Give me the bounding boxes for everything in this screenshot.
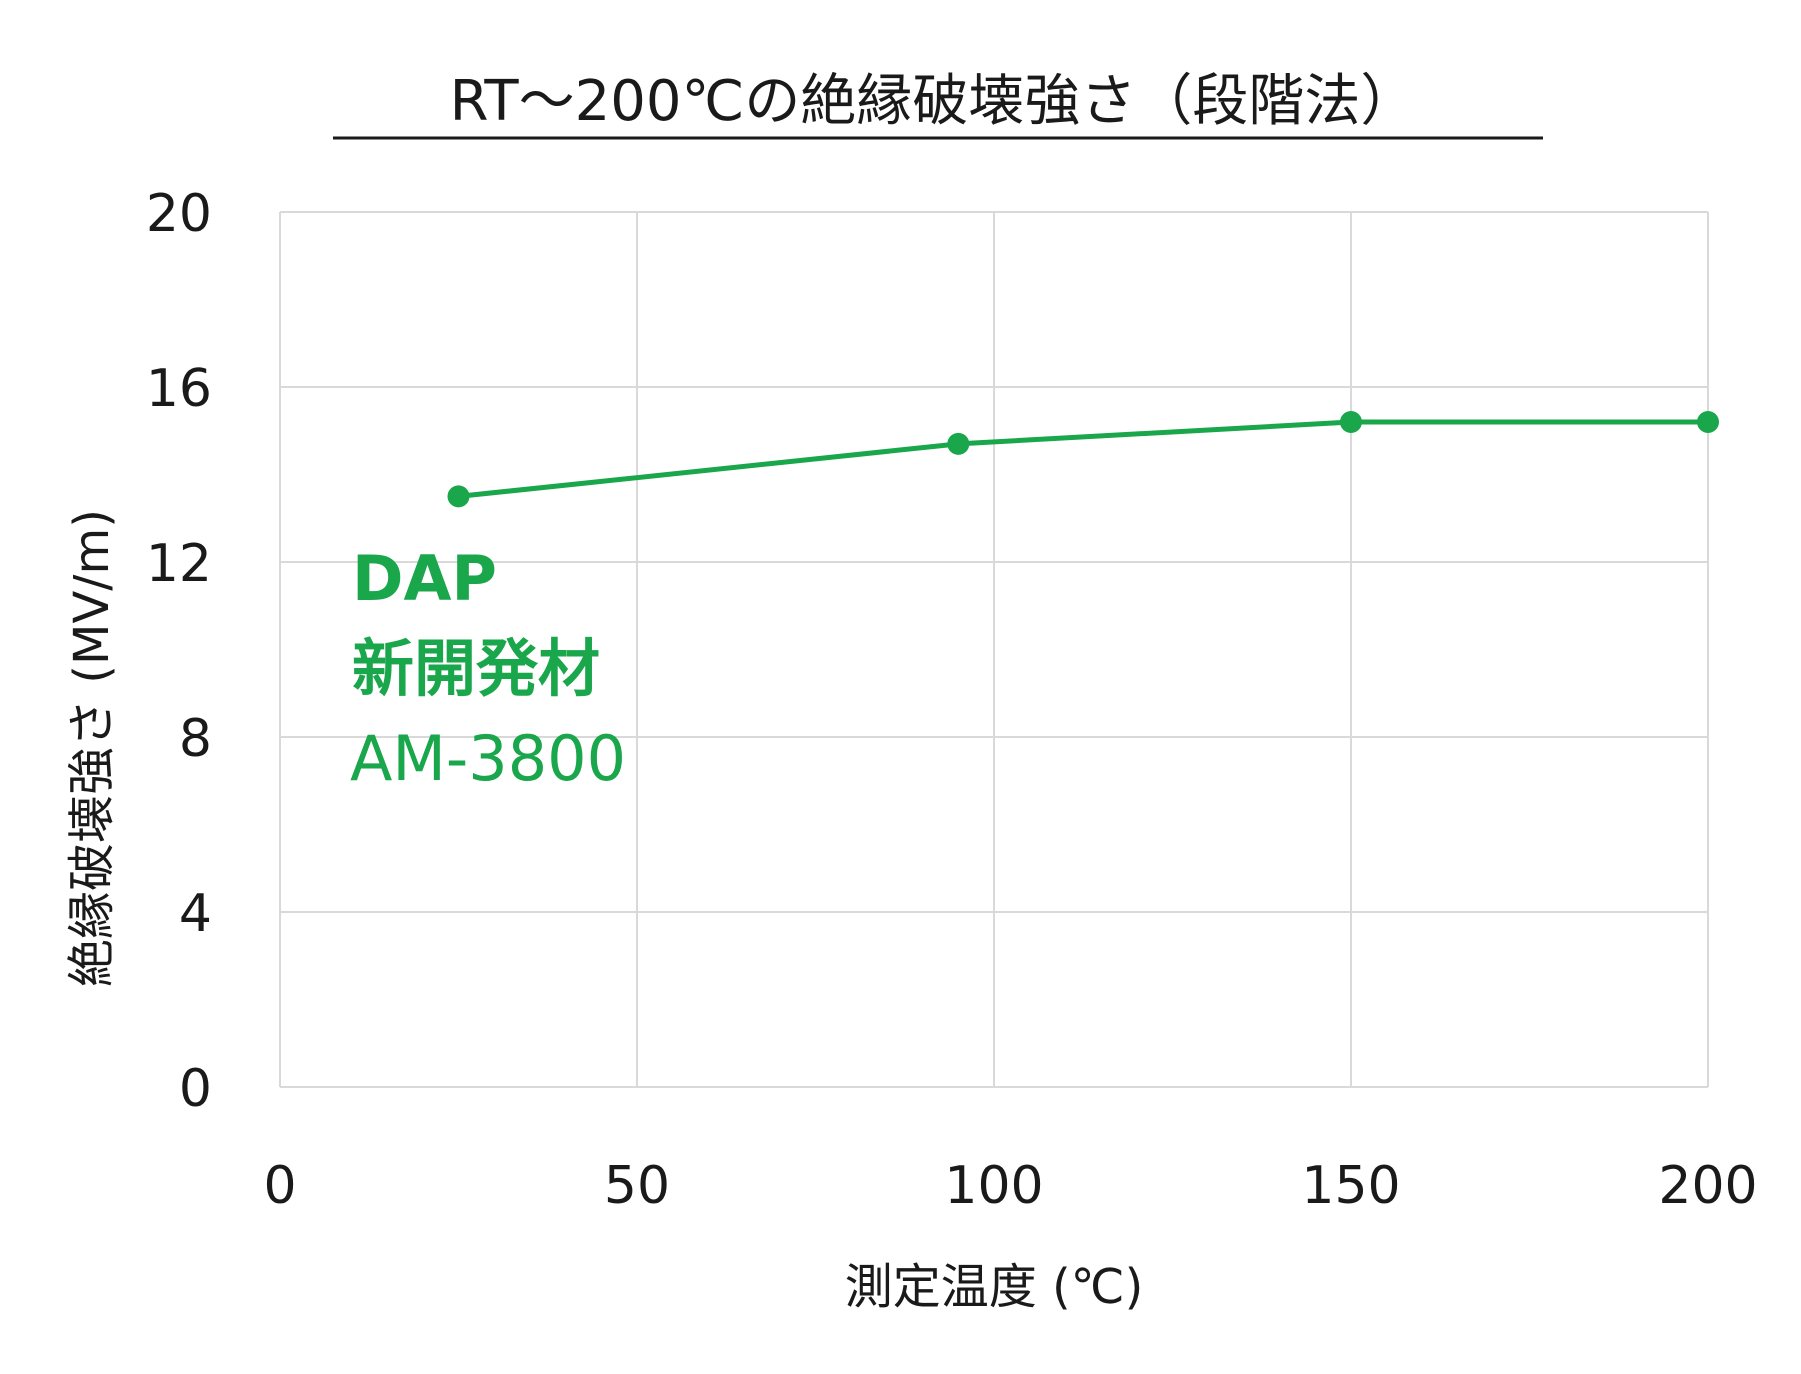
x-tick-label: 100 [944,1156,1043,1216]
annotation-brand: DAP [352,542,497,615]
x-tick-label: 50 [604,1156,670,1216]
annotation-material: 新開発材 [352,632,600,705]
annotation-grade: AM-3800 [350,722,626,795]
series-line [458,419,1708,499]
data-point [947,432,970,455]
y-tick-label: 8 [179,709,212,769]
chart-title: RT～200℃の絶縁破壊強さ（段階法） [450,69,1417,134]
x-tick-label: 150 [1301,1156,1400,1216]
data-point [1340,411,1362,433]
series [447,411,1719,508]
y-tick-label: 16 [146,359,212,419]
y-tick-label: 4 [179,884,212,944]
x-tick-label: 0 [263,1156,296,1216]
y-axis-label: 絶縁破壊強さ (MV/m) [64,509,120,987]
data-point [447,485,470,508]
x-tick-label: 200 [1658,1156,1757,1216]
y-tick-label: 20 [146,184,212,244]
y-tick-label: 0 [179,1059,212,1119]
x-axis-label: 測定温度 (℃) [845,1259,1144,1315]
grid [279,211,1709,1088]
y-tick-label: 12 [146,534,212,594]
data-point [1697,411,1719,433]
